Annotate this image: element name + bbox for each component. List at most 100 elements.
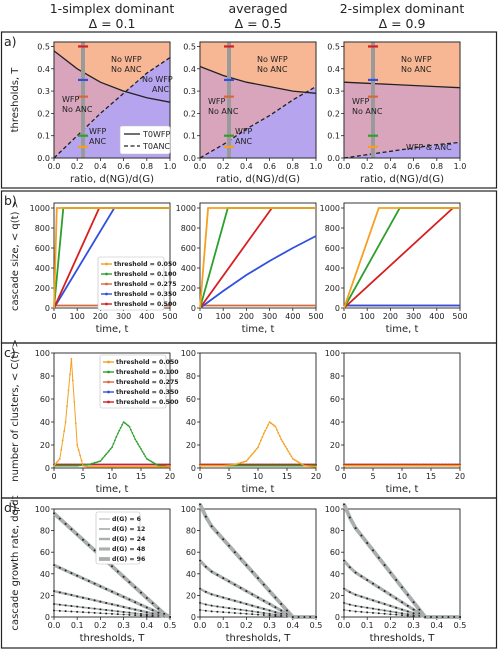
growth-point-d24 [151,612,154,615]
series-point-0.050 [163,465,166,468]
growth-point-d24 [245,603,248,606]
growth-point-d12 [116,610,119,613]
legend-label: d(G) = 24 [112,536,146,543]
series-point-0.050 [115,465,118,468]
growth-point-d96 [222,538,225,541]
series-point-0.050 [74,422,77,425]
series-point-0.100 [289,464,291,467]
y-tick-label: 100 [35,505,50,514]
x-tick-label: 400 [139,312,154,321]
series-point-0.050 [401,464,403,467]
series-point-0.050 [241,461,243,464]
series-point-0.050 [169,465,171,468]
series-point-0.050 [364,464,367,467]
growth-point-d24 [348,591,351,594]
growth-point-d48 [262,599,265,602]
x-tick-label: 1.0 [454,162,467,171]
y-tick-label: 100 [325,349,340,358]
growth-point-d48 [210,570,213,573]
series-point-0.100 [90,462,93,465]
series-point-0.050 [71,379,74,382]
series-point-0.050 [270,422,272,425]
y-tick-label: 0.3 [327,87,340,96]
series-point-0.050 [278,435,281,437]
series-point-0.050 [103,465,106,468]
series-point-0.100 [293,464,296,467]
series-point-0.100 [135,440,138,443]
growth-point-d6 [128,613,131,616]
x-tick-label: 15 [426,472,436,481]
y-tick-label: 0 [191,304,196,313]
series-point-0.050 [132,465,135,468]
growth-point-d12 [239,608,242,611]
region-label: No WFP [401,55,432,64]
x-tick-label: 0.2 [94,621,107,630]
series-point-0.050 [383,464,386,467]
y-tick-label: 100 [181,505,196,514]
x-tick-label: 0.4 [140,621,153,630]
growth-point-d6 [210,610,213,613]
growth-point-d96 [145,596,148,599]
series-point-0.050 [111,465,113,468]
growth-point-d96 [245,564,248,567]
series-point-0.500 [161,463,164,466]
x-tick-label: 0 [341,472,346,481]
series-point-0.500 [163,463,166,466]
series-point-0.050 [370,464,373,467]
panel-b-label: b) [4,193,17,208]
x-tick-label: 0.1 [71,621,84,630]
series-point-0.100 [141,450,144,453]
series-point-0.100 [69,464,71,467]
series-point-0.100 [242,464,245,467]
panel-b-axes-1: 0 100 200 300 400 500 0 200 400 600 800 1000 time, t… [10,200,178,335]
x-tick-label: 15 [282,472,292,481]
series-point-0.050 [369,464,371,467]
series-point-0.500 [98,463,100,466]
growth-point-d24 [58,591,61,594]
y-tick-label: 0.2 [327,109,340,118]
y-tick-label: 0.0 [183,154,196,163]
x-tick-label: 0.2 [71,162,84,171]
series-point-0.050 [307,465,310,468]
series-point-0.050 [121,465,124,468]
growth-point-d12 [134,612,137,615]
growth-point-d48 [199,559,201,562]
series-point-0.500 [95,463,97,466]
y-tick-label: 0.0 [37,154,50,163]
series-point-0.500 [105,463,108,466]
growth-point-d24 [372,599,374,602]
growth-point-d48 [122,595,125,598]
panel-a-axes-3: 0.0 0.2 0.4 0.6 0.8 1.0 0.0 0.1 0.2 0.3 0.4 0.5 rati… [327,41,467,185]
growth-point-d6 [245,612,248,615]
series-point-0.050 [166,465,169,468]
series-threshold-0.500 [199,207,316,309]
series-point-0.050 [297,461,300,464]
y-axis-label: number of clusters, < C(t) > [10,339,21,481]
plot-frame [343,352,461,469]
panel-d-frame [0,497,498,649]
series-point-0.100 [300,464,303,467]
series-point-0.050 [271,423,274,426]
x-tick-label: 0.8 [430,162,443,171]
x-tick-label: 0.4 [94,162,107,171]
series-point-0.050 [199,464,201,467]
growth-point-d48 [366,578,369,581]
legend-marker-0.100 [107,370,110,374]
y-tick-label: 100 [35,349,50,358]
series-point-0.100 [114,439,116,442]
panel-a-axes-2: 0.0 0.2 0.4 0.6 0.8 1.0 0.0 0.1 0.2 0.3 0.4 0.5 rati… [183,41,322,185]
series-point-0.500 [147,463,150,466]
series-point-0.050 [281,440,284,443]
series-point-0.100 [148,459,151,462]
series-threshold-0.050 [199,207,316,309]
region-label: No ANC [111,65,142,74]
y-tick-label: 0.5 [183,42,196,51]
series-point-0.500 [153,463,155,466]
series-point-0.050 [280,438,283,441]
series-point-0.050 [438,464,441,467]
series-point-0.100 [274,464,277,467]
series-point-0.050 [79,454,81,457]
series-point-0.050 [204,464,207,467]
x-tick-label: 0.1 [217,621,230,630]
growth-point-d12 [199,601,201,604]
